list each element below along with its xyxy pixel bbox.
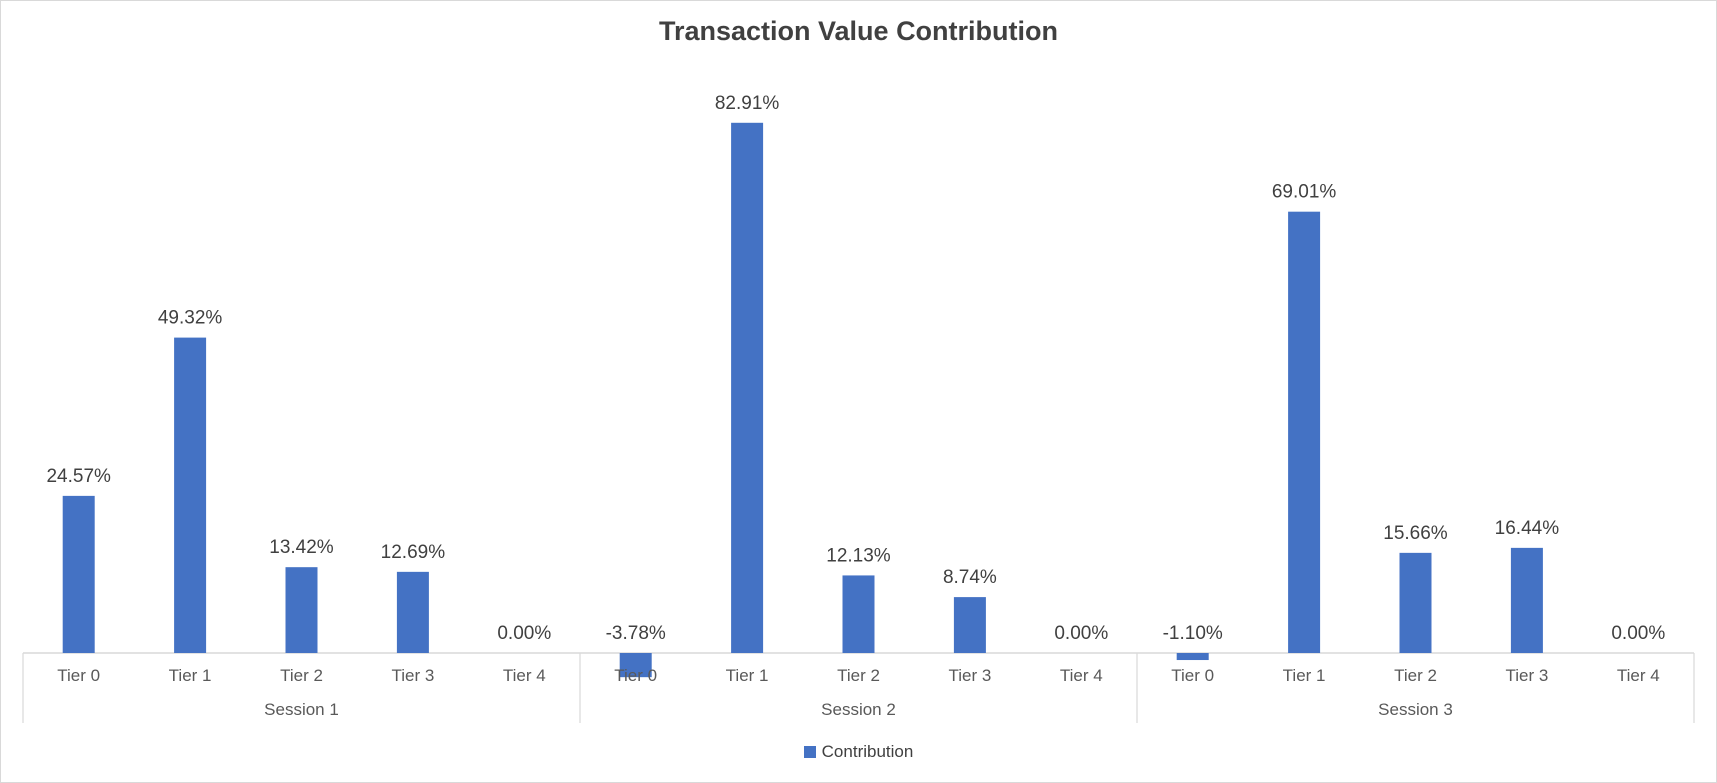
bar xyxy=(62,495,95,653)
bar xyxy=(1399,552,1432,653)
data-label: 0.00% xyxy=(497,623,551,644)
bar xyxy=(285,567,318,653)
data-label: 13.42% xyxy=(269,537,334,558)
group-label: Session 3 xyxy=(1378,700,1453,719)
category-tick-label: Tier 3 xyxy=(1505,666,1548,685)
chart-title: Transaction Value Contribution xyxy=(658,16,1059,46)
data-label: 16.44% xyxy=(1495,518,1560,539)
data-label: 24.57% xyxy=(46,466,111,487)
bar xyxy=(396,571,429,653)
data-label: -3.78% xyxy=(606,623,666,644)
data-label: -1.10% xyxy=(1163,623,1223,644)
data-label: 49.32% xyxy=(158,308,223,329)
bar xyxy=(174,337,207,653)
group-label: Session 1 xyxy=(264,700,339,719)
data-label: 0.00% xyxy=(1611,623,1665,644)
category-tick-label: Tier 2 xyxy=(280,666,323,685)
bar xyxy=(619,653,652,678)
category-tick-label: Tier 4 xyxy=(1617,666,1660,685)
category-tick-label: Tier 0 xyxy=(57,666,100,685)
bar xyxy=(842,575,875,653)
category-tick-label: Tier 1 xyxy=(169,666,212,685)
data-label: 69.01% xyxy=(1272,182,1337,203)
bar xyxy=(1288,211,1321,654)
category-tick-label: Tier 0 xyxy=(1171,666,1214,685)
bar xyxy=(731,122,764,654)
bar xyxy=(1510,547,1543,653)
category-tick-label: Tier 1 xyxy=(1283,666,1326,685)
data-label: 15.66% xyxy=(1383,523,1448,544)
data-label: 8.74% xyxy=(943,567,997,588)
category-tick-label: Tier 2 xyxy=(837,666,880,685)
group-label: Session 2 xyxy=(821,700,896,719)
legend-swatch xyxy=(803,746,816,758)
legend-label: Contribution xyxy=(821,742,914,761)
legend: Contribution xyxy=(0,742,1717,762)
category-tick-label: Tier 4 xyxy=(1060,666,1103,685)
category-tick-label: Tier 3 xyxy=(948,666,991,685)
category-tick-label: Tier 4 xyxy=(503,666,546,685)
category-tick-label: Tier 1 xyxy=(726,666,769,685)
category-tick-label: Tier 0 xyxy=(614,666,657,685)
category-tick-label: Tier 3 xyxy=(391,666,434,685)
data-label: 82.91% xyxy=(715,93,780,114)
category-tick-label: Tier 2 xyxy=(1394,666,1437,685)
data-label: 0.00% xyxy=(1054,623,1108,644)
bar xyxy=(953,597,986,653)
data-label: 12.13% xyxy=(826,545,891,566)
bar xyxy=(1176,653,1209,661)
data-label: 12.69% xyxy=(381,542,446,563)
